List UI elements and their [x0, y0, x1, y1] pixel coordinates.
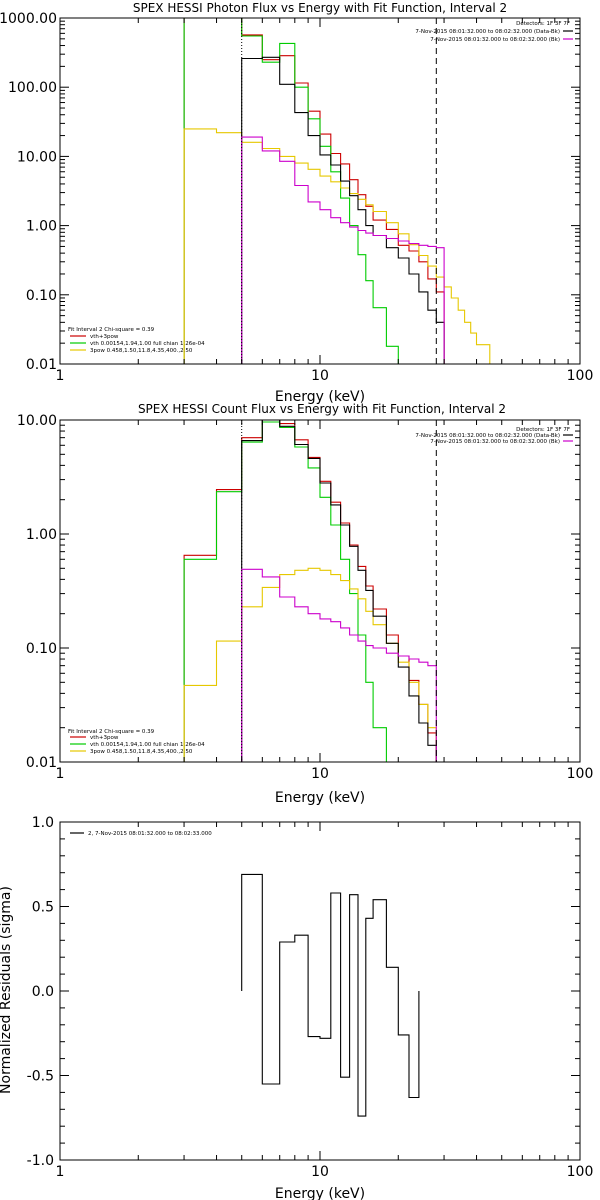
- panel2-count-flux: 1 10 100 0.01 0.10 1.00 10.00: [17, 413, 593, 782]
- panel1-legend-line-3: vth 0.00154,1.94,1.00 full chian 1.26e-0…: [90, 341, 205, 347]
- panel2-xtick-label: 1: [56, 766, 65, 782]
- panel1-ytick-label: 1000.00: [0, 11, 57, 27]
- panel1-ytick-label: 100.00: [8, 80, 57, 96]
- panel3-xlabel: Energy (keV): [275, 1186, 365, 1200]
- panel1-data-series-line: [241, 56, 445, 364]
- panel1-info-line-1: Detectors: 1F 3F 7F: [516, 21, 570, 27]
- panel1-info-line-3: 7-Nov-2015 08:01:32.000 to 08:02:32.000 …: [430, 37, 560, 43]
- panel1-info-line-2: 7-Nov-2015 08:01:32.000 to 08:02:32.000 …: [415, 29, 560, 35]
- panel1-xlabel: Energy (keV): [275, 389, 365, 405]
- panel1-ytick-label: 1.00: [26, 219, 57, 235]
- panel2-ytick-label: 10.00: [17, 413, 57, 429]
- panel1-legend-line-1: Fit Interval 2 Chi-square = 0.39: [68, 327, 155, 333]
- panel1-xtick-label: 1: [56, 368, 65, 384]
- panel3-xtick-label: 10: [311, 1164, 329, 1180]
- panel2-title: SPEX HESSI Count Flux vs Energy with Fit…: [138, 402, 506, 416]
- panel1-ytick-label: 10.00: [17, 149, 57, 165]
- panel3-ytick-label: 0.0: [32, 984, 54, 1000]
- panel2-xtick-label: 100: [567, 766, 594, 782]
- panel2-legend-line-1: Fit Interval 2 Chi-square = 0.39: [68, 729, 155, 735]
- panel2-plot-area: [183, 420, 437, 762]
- panel3-legend-line-1: 2, 7-Nov-2015 08:01:32.000 to 08:02:33.0…: [88, 831, 212, 837]
- panel3-ytick-label: 0.5: [32, 900, 54, 916]
- panel1-ytick-label: 0.01: [26, 357, 57, 373]
- panel3-ytick-label: -1.0: [27, 1153, 54, 1169]
- panel3-xtick-label: 100: [567, 1164, 594, 1180]
- panel1-bk-series-line: [241, 136, 445, 364]
- panel2-bk-series-line: [241, 568, 437, 762]
- panel3-residuals: 1 10 100 -1.0 -0.5 0.0 0.5 1.0: [27, 815, 594, 1180]
- panel2-data-series-line: [241, 420, 437, 762]
- panel2-info-line-3: 7-Nov-2015 08:01:32.000 to 08:02:32.000 …: [430, 439, 560, 445]
- panel2-legend-line-4: 3pow 0.458,1.50,11.8,4.35,400.,2.50: [90, 749, 193, 755]
- panel2-legend-line-3: vth 0.00154,1.94,1.00 full chian 1.26e-0…: [90, 742, 205, 748]
- panel3-ytick-label: -0.5: [27, 1069, 54, 1085]
- panel2-ytick-label: 0.01: [26, 755, 57, 771]
- panel1-plot-area: [183, 18, 491, 364]
- panel1-title: SPEX HESSI Photon Flux vs Energy with Fi…: [133, 1, 507, 15]
- panel1-legend-line-2: vth+3pow: [90, 334, 119, 340]
- panel2-xlabel: Energy (keV): [275, 790, 365, 806]
- panel2-xtick-label: 10: [311, 766, 329, 782]
- panel1-ytick-label: 0.10: [26, 288, 57, 304]
- panel3-ylabel: Normalized Residuals (sigma): [0, 886, 14, 1094]
- panel3-plot-area: [241, 873, 420, 1117]
- panel3-residual-series-line: [241, 873, 420, 1117]
- panel1-legend-line-4: 3pow 0.458,1.50,11.8,4.35,400.,2.50: [90, 348, 193, 354]
- panel1-xtick-label: 10: [311, 368, 329, 384]
- panel2-ytick-label: 1.00: [26, 527, 57, 543]
- panel2-info-line-2: 7-Nov-2015 08:01:32.000 to 08:02:32.000 …: [415, 433, 560, 439]
- panel2-ytick-label: 0.10: [26, 641, 57, 657]
- panel1-photon-flux: 1 10 100 0.01 0.10 1.00 10.00 100.00 1000.00: [0, 11, 593, 384]
- panel2-info-line-1: Detectors: 1F 3F 7F: [516, 427, 570, 433]
- panel3-xtick-label: 1: [56, 1164, 65, 1180]
- panel2-legend-line-2: vth+3pow: [90, 735, 119, 741]
- panel3-ytick-label: 1.0: [32, 815, 54, 831]
- panel1-xtick-label: 100: [567, 368, 594, 384]
